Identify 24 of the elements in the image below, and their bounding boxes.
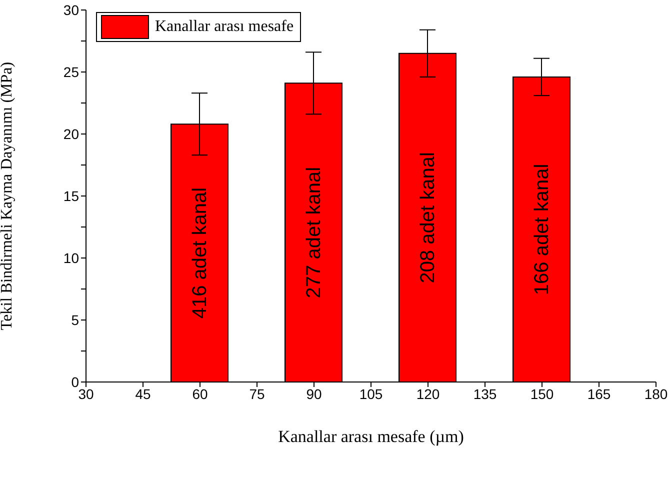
annotation: 166 adet kanal <box>531 164 553 296</box>
y-tick-label: 30 <box>63 2 80 18</box>
x-tick-label: 75 <box>249 386 265 402</box>
y-tick-label: 10 <box>63 250 80 266</box>
x-tick-label: 150 <box>530 386 554 402</box>
y-tick-label: 25 <box>63 64 80 80</box>
y-tick-label: 0 <box>71 374 80 390</box>
x-tick-label: 45 <box>135 386 151 402</box>
annotation: 208 adet kanal <box>417 152 439 284</box>
y-tick-label: 15 <box>63 188 80 204</box>
y-tick-label: 20 <box>63 126 80 142</box>
x-axis-title: Kanallar arası mesafe (µm) <box>278 427 464 446</box>
x-tick-label: 180 <box>644 386 668 402</box>
y-axis-title: Tekil Bindirmeli Kayma Dayanımı (MPa) <box>0 62 16 330</box>
x-tick-label: 105 <box>359 386 383 402</box>
y-tick-label: 5 <box>71 312 80 328</box>
x-tick-label: 90 <box>306 386 322 402</box>
x-tick-label: 120 <box>416 386 440 402</box>
x-tick-label: 165 <box>587 386 611 402</box>
x-tick-label: 135 <box>473 386 497 402</box>
legend-label: Kanallar arası mesafe <box>155 18 294 36</box>
annotation: 277 adet kanal <box>303 166 325 298</box>
annotation: 416 adet kanal <box>189 187 211 319</box>
x-tick-label: 60 <box>192 386 208 402</box>
